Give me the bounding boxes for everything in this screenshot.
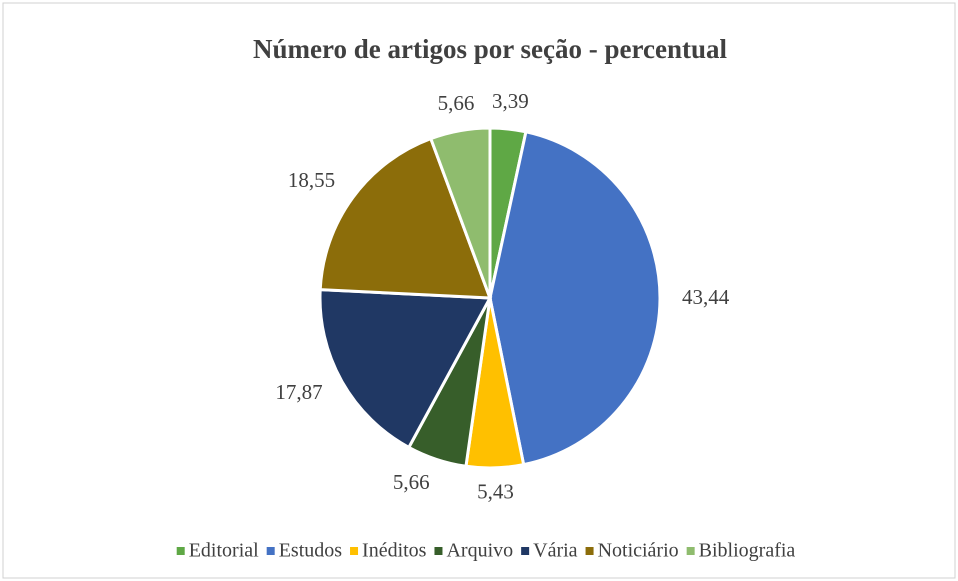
data-label: 3,39	[492, 89, 529, 113]
legend-marker	[266, 547, 275, 555]
legend-marker	[350, 547, 359, 555]
legend-label: Editorial	[189, 540, 259, 562]
data-label: 17,87	[275, 380, 322, 404]
data-label: 5,43	[477, 480, 514, 504]
data-label: 5,66	[393, 470, 430, 494]
pie-slice	[318, 287, 493, 450]
legend-marker	[176, 547, 185, 555]
data-label: 43,44	[682, 285, 730, 309]
legend-label: Estudos	[279, 540, 343, 562]
pie-slice	[428, 126, 492, 299]
chart-title: Número de artigos por seção - percentual	[253, 34, 727, 64]
data-label: 5,66	[438, 91, 475, 115]
legend-label: Noticiário	[598, 540, 679, 562]
legend-label: Vária	[533, 540, 578, 562]
pie-slice	[318, 136, 493, 300]
legend-label: Bibliografia	[699, 540, 796, 562]
legend-marker	[434, 547, 443, 555]
data-label: 18,55	[288, 168, 335, 192]
legend-label: Arquivo	[446, 540, 513, 562]
legend-marker	[686, 547, 695, 555]
legend-label: Inéditos	[362, 540, 427, 562]
pie-slice	[488, 130, 662, 467]
legend-marker	[521, 547, 530, 555]
legend-marker	[585, 547, 594, 555]
